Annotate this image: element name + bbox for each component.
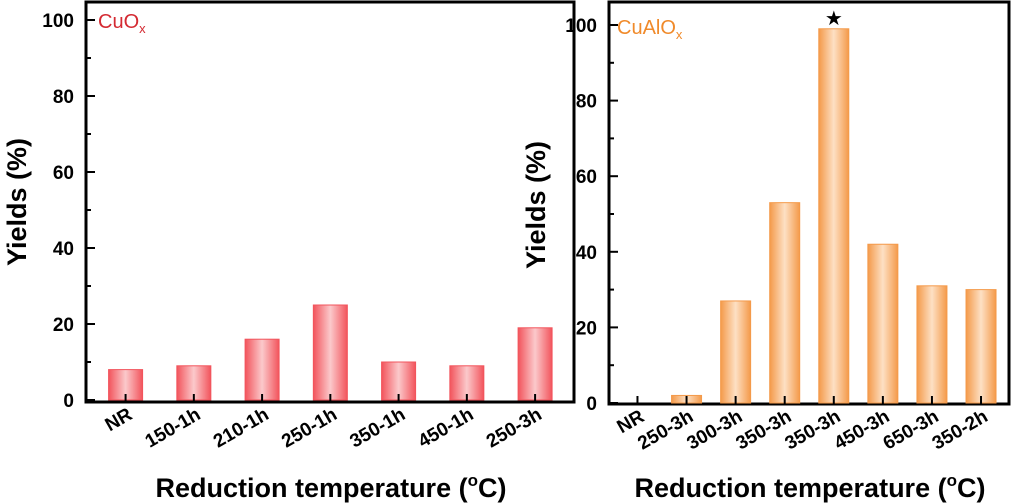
panel-label-left: CuOx xyxy=(98,11,146,36)
x-axis-title-right: Reduction temperature (oC) xyxy=(635,471,986,503)
bars-left xyxy=(108,304,553,401)
x-axis-title-left: Reduction temperature (oC) xyxy=(156,471,507,503)
bar-right-5 xyxy=(867,243,899,404)
bar-left-3 xyxy=(312,304,348,401)
bar-left-4 xyxy=(381,361,417,401)
bar-right-4 xyxy=(818,28,850,404)
x-tick-label: 350-3h xyxy=(733,406,796,454)
panel-label-right: CuAlOx xyxy=(617,17,683,42)
x-tick-label: 250-1h xyxy=(278,404,341,452)
star-marker: ★ xyxy=(825,6,843,30)
y-axis-title-right: Yields (%) xyxy=(521,141,551,269)
y-tick-label: 20 xyxy=(576,318,597,339)
x-tick-label: 650-3h xyxy=(880,406,943,454)
bars-right: ★ xyxy=(671,6,997,404)
x-tick-label: 350-2h xyxy=(929,406,992,454)
x-tick-label: 350-1h xyxy=(346,404,409,452)
chart-panel-left: CuOx 0 20 40 60 80 100 NR 150-1h 210-1h 250-1h 35… xyxy=(2,0,576,503)
bar-left-6 xyxy=(517,327,553,401)
y-tick-label: 80 xyxy=(576,92,597,113)
x-tick-label: 210-1h xyxy=(210,404,273,452)
y-tick-label: 0 xyxy=(63,391,74,412)
plot-frame-right xyxy=(607,0,1011,406)
x-tick-label: 300-3h xyxy=(683,406,746,454)
y-ticks-left: 0 20 40 60 80 100 xyxy=(42,11,95,412)
x-tick-label: 150-1h xyxy=(142,404,205,452)
y-axis-title-left: Yields (%) xyxy=(2,138,32,266)
bar-right-7 xyxy=(965,289,997,404)
bar-right-3 xyxy=(769,202,801,404)
y-tick-label: 100 xyxy=(565,16,597,37)
x-tick-label: 450-3h xyxy=(831,406,894,454)
x-tick-label: 250-3h xyxy=(634,406,697,454)
y-tick-label: 60 xyxy=(576,167,597,188)
y-tick-label: 40 xyxy=(576,243,597,264)
y-tick-label: 0 xyxy=(586,394,597,415)
y-tick-label: 100 xyxy=(42,11,74,32)
y-tick-label: 20 xyxy=(53,315,74,336)
y-tick-label: 80 xyxy=(53,87,74,108)
bar-left-2 xyxy=(244,338,280,401)
bar-right-6 xyxy=(916,285,948,404)
y-tick-label: 40 xyxy=(53,239,74,260)
x-tick-label: 350-3h xyxy=(782,406,845,454)
x-tick-label: 250-3h xyxy=(483,404,546,452)
bar-right-2 xyxy=(720,300,752,404)
y-ticks-right: 0 20 40 60 80 100 xyxy=(565,16,618,415)
x-tick-label: NR xyxy=(102,404,137,436)
x-tick-label: 450-1h xyxy=(415,404,478,452)
y-tick-label: 60 xyxy=(53,163,74,184)
